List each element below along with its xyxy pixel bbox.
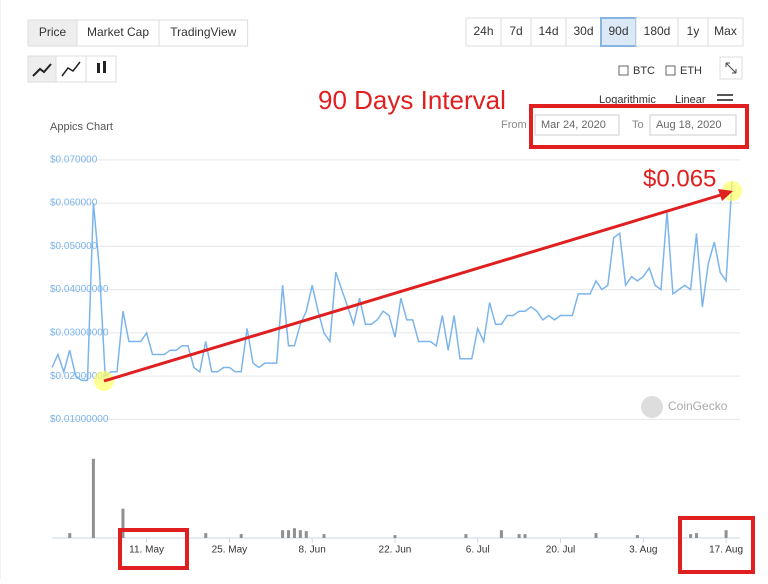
logo [641,396,663,418]
volume-bar [464,534,468,538]
annotation: $0.065 [643,165,716,192]
interval-button[interactable] [600,17,637,47]
interval-button[interactable] [530,17,567,47]
volume-bar [695,533,699,538]
y-tick-label: $0.04000000 [50,284,109,295]
watermark-text: CoinGecko [668,399,728,413]
volume-bar [594,533,598,538]
interval-button[interactable] [635,17,679,47]
interval-button[interactable] [677,17,709,47]
compare-label: ETH [680,65,702,77]
interval-label: 90d [608,24,628,38]
interval-label: 7d [509,24,522,38]
volume-bar [292,528,296,538]
chart-type-icons [27,55,117,83]
x-tick-label: 22. Jun [379,545,412,556]
tab-label: Price [39,25,67,39]
y-tick-label: $0.060000 [50,198,98,209]
from-input[interactable] [534,114,620,136]
y-tick-label: $0.01000000 [50,414,109,425]
watermark: CoinGecko [641,396,728,418]
interval-button[interactable] [707,17,744,47]
to-label: To [632,119,644,131]
volume-bar [298,530,302,538]
checkbox[interactable] [665,65,676,76]
y-tick-label: $0.03000000 [50,327,109,338]
from-date: Mar 24, 2020 [541,119,606,131]
interval-bar: 24h 7d 14d 30d 90d 180d 1y Max [465,17,744,47]
x-tick-label: 3. Aug [629,545,657,556]
interval-label: 24h [473,24,493,38]
icon [103,61,106,73]
volume-bar [287,530,291,538]
tab-label: Market Cap [87,25,149,39]
volume-bar [91,458,95,538]
tab[interactable] [27,19,78,47]
interval-label: 1y [687,24,700,38]
icon [61,61,81,77]
interval-label: 30d [573,24,593,38]
tab[interactable] [158,19,249,47]
interval-button[interactable] [565,17,602,47]
tab[interactable] [76,19,160,47]
icon [725,62,737,74]
volume-bar [393,535,397,538]
volume-bar [239,534,243,538]
volume-bar [517,534,521,538]
volume-bar [523,534,527,538]
annotations: 90 Days Interval $0.065 [94,85,755,574]
highlight-box [118,528,189,570]
volume-bar [281,530,285,538]
volume-bar [322,534,326,538]
interval-label: 14d [538,24,558,38]
icon [32,63,52,77]
volume-bar [204,533,208,538]
y-tick-label: $0.050000 [50,241,98,252]
volume-bar [68,533,72,538]
compare-label: BTC [633,65,655,77]
icon [97,63,100,73]
highlight-box [529,104,749,149]
to-input[interactable] [649,114,737,136]
line-icon[interactable] [27,55,57,83]
x-tick-label: 25. May [212,545,248,556]
chart-title: Appics Chart [50,121,113,133]
highlight-box [678,516,755,574]
arrow-head [718,189,733,201]
volume-bar [121,508,125,538]
y-tick-label: $0.070000 [50,154,98,165]
x-tick-label: 8. Jun [299,545,326,556]
candle-icon[interactable] [85,55,117,83]
interval-label: 180d [644,24,671,38]
scale-option[interactable]: Linear [675,94,706,106]
tab-label: TradingView [170,25,236,39]
x-tick-label: 17. Aug [709,545,743,556]
arrow-line [103,192,725,383]
price-line [51,181,733,382]
volume-bar [689,534,693,538]
interval-label: Max [714,24,737,38]
plot: $0.01000000 $0.02000000 $0.03000000 $0.0400… [50,154,743,555]
volume-bar [304,531,308,538]
from-label: From [501,119,527,131]
interval-button[interactable] [500,17,532,47]
checkbox[interactable] [618,65,629,76]
tab-bar: Price Market Cap TradingView [27,19,249,47]
annotation: 90 Days Interval [318,85,506,115]
volume-bar [724,530,728,538]
to-date: Aug 18, 2020 [656,119,721,131]
volume-bar [499,530,503,538]
x-tick-label: 6. Jul [466,545,490,556]
scale-option[interactable]: Logarithmic [599,94,656,106]
y-tick-label: $0.02000000 [50,371,109,382]
x-tick-label: 11. May [129,545,164,556]
menu-icon[interactable] [717,94,733,106]
x-tick-label: 20. Jul [546,545,575,556]
volume-bar [635,535,639,538]
